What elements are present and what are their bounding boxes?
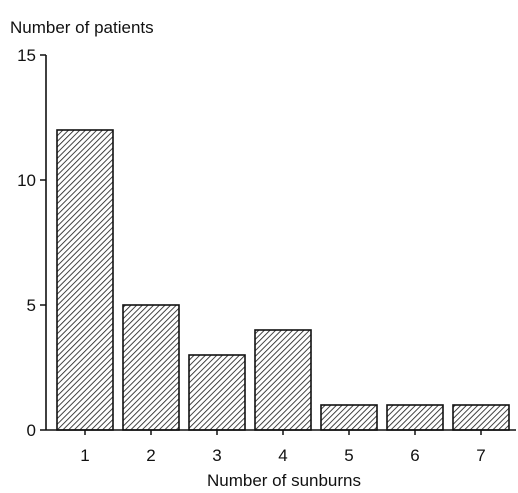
x-axis-title: Number of sunburns xyxy=(207,471,361,490)
bars xyxy=(56,129,510,431)
bar-5 xyxy=(320,404,378,431)
x-axis-ticks: 1 2 3 4 5 6 7 xyxy=(80,430,486,465)
bar-2 xyxy=(122,304,180,431)
bar-4 xyxy=(254,329,312,431)
y-tick-label: 5 xyxy=(27,296,36,315)
bar-3 xyxy=(188,354,246,431)
y-axis-ticks: 0 5 10 15 xyxy=(17,46,46,440)
y-axis-title: Number of patients xyxy=(10,18,154,37)
x-tick-label: 4 xyxy=(278,446,287,465)
y-tick-label: 15 xyxy=(17,46,36,65)
y-tick-label: 10 xyxy=(17,171,36,190)
x-tick-label: 5 xyxy=(344,446,353,465)
x-tick-label: 6 xyxy=(410,446,419,465)
x-tick-label: 7 xyxy=(476,446,485,465)
bar-1 xyxy=(56,129,114,431)
x-tick-label: 2 xyxy=(146,446,155,465)
y-tick-label: 0 xyxy=(27,421,36,440)
bar-6 xyxy=(386,404,444,431)
x-tick-label: 3 xyxy=(212,446,221,465)
x-tick-label: 1 xyxy=(80,446,89,465)
bar-7 xyxy=(452,404,510,431)
